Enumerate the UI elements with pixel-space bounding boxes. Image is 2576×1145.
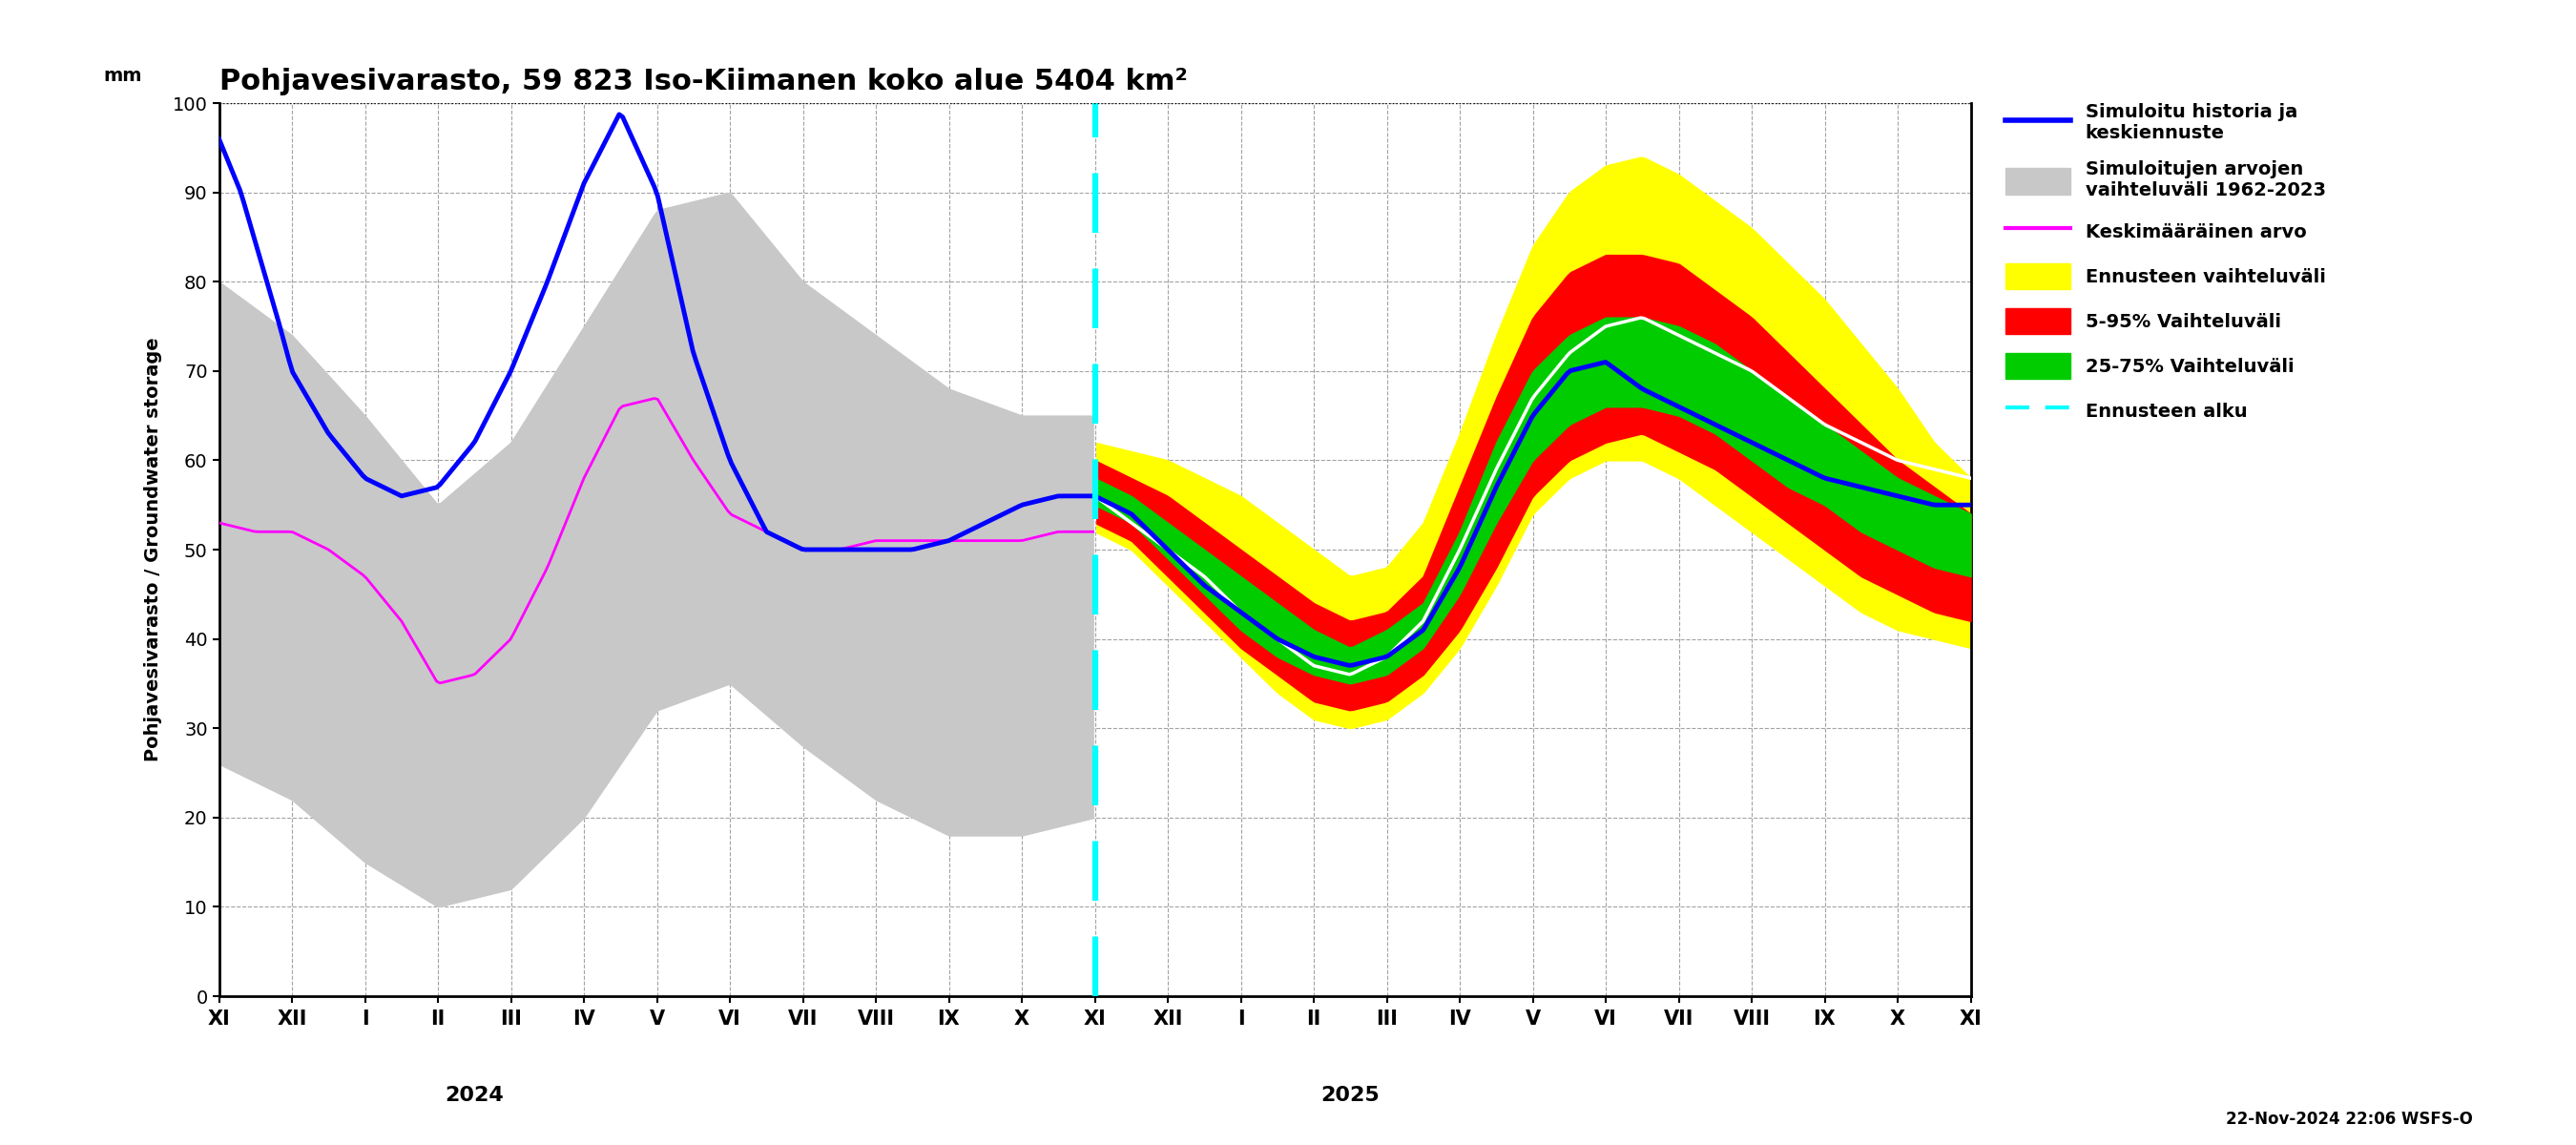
Y-axis label: Pohjavesivarasto / Groundwater storage: Pohjavesivarasto / Groundwater storage bbox=[144, 338, 162, 761]
Text: 2025: 2025 bbox=[1321, 1085, 1381, 1105]
Text: 22-Nov-2024 22:06 WSFS-O: 22-Nov-2024 22:06 WSFS-O bbox=[2226, 1111, 2473, 1128]
Text: mm: mm bbox=[103, 68, 142, 85]
Legend: Simuloitu historia ja
keskiennuste, Simuloitujen arvojen
vaihteluväli 1962-2023,: Simuloitu historia ja keskiennuste, Simu… bbox=[2007, 103, 2326, 424]
Text: Pohjavesivarasto, 59 823 Iso-Kiimanen koko alue 5404 km²: Pohjavesivarasto, 59 823 Iso-Kiimanen ko… bbox=[219, 68, 1188, 95]
Text: 2024: 2024 bbox=[446, 1085, 505, 1105]
